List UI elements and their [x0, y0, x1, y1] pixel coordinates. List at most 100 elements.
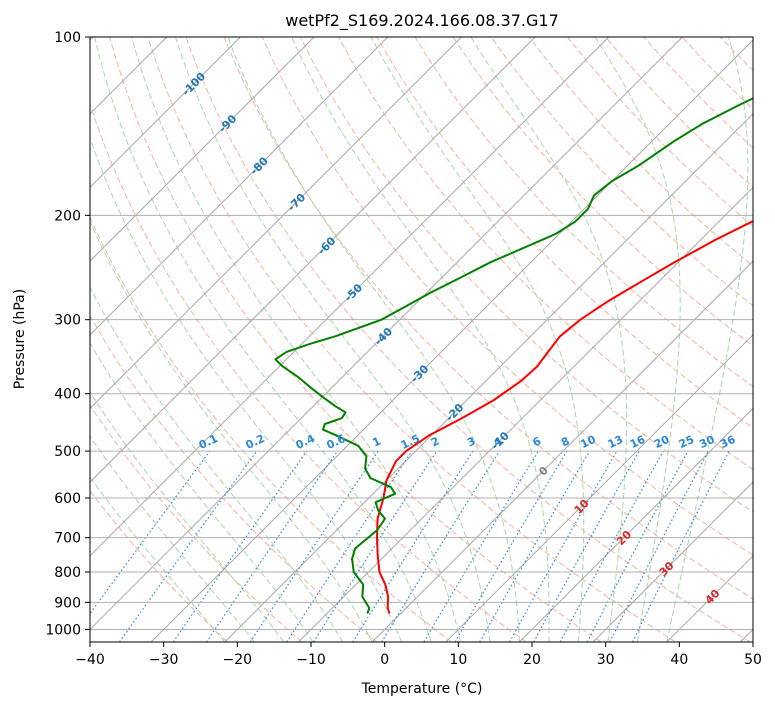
x-tick-label: 50 — [744, 652, 762, 668]
x-tick-label: −10 — [296, 652, 326, 668]
dry-adiabat — [376, 37, 753, 429]
dry-adiabat — [223, 37, 753, 600]
moist-adiabat — [594, 37, 681, 642]
mixing-ratio-line — [454, 450, 568, 642]
moist-adiabat — [90, 286, 344, 642]
isotherm — [90, 37, 536, 483]
isotherm — [90, 37, 462, 410]
dry-adiabat — [338, 37, 753, 471]
isotherm — [90, 37, 315, 262]
x-tick-label: 20 — [523, 652, 541, 668]
mixing-ratio-line — [172, 450, 308, 642]
moist-adiabat — [174, 37, 491, 642]
mixing-ratio-label: 2 — [429, 434, 441, 449]
mixing-ratio-label: 6 — [531, 434, 544, 449]
mixing-ratio-label: 36 — [718, 433, 738, 451]
y-tick-label: 700 — [54, 531, 81, 547]
dry-adiabat — [758, 37, 775, 642]
y-tick-label: 400 — [54, 387, 81, 403]
mixing-ratio-line — [632, 450, 730, 642]
isotherm-label: -60 — [315, 234, 338, 257]
mixing-ratio-label: 0.1 — [197, 432, 220, 452]
moist-adiabat — [90, 435, 255, 642]
dewpoint-line — [274, 97, 753, 614]
mixing-ratio-line — [559, 450, 664, 642]
mixing-ratio-line — [509, 450, 618, 642]
dry-adiabat — [90, 216, 452, 642]
dry-adiabat — [414, 37, 753, 388]
moist-adiabat — [370, 37, 585, 642]
isotherm-label: 20 — [614, 528, 634, 548]
isotherm — [298, 186, 753, 642]
isotherm-label: -30 — [408, 362, 431, 385]
isotherm-label: -70 — [285, 191, 308, 214]
isotherm — [90, 37, 389, 336]
moist-adiabat — [291, 37, 550, 642]
x-tick-label: −20 — [223, 652, 253, 668]
mixing-ratio-line — [381, 450, 501, 642]
mixing-ratio-label: 8 — [559, 434, 571, 449]
isoline-labels: 0.1 0.2 0.4 0.6 1 1.5 2 3 4 6 8 10 13 16 20 25 30 36-100-… — [180, 70, 738, 607]
dry-adiabat — [147, 37, 676, 642]
mixing-ratio-label: 3 — [465, 434, 477, 449]
dry-adiabat — [109, 37, 602, 642]
dry-adiabat — [90, 102, 527, 642]
dry-adiabat — [490, 37, 753, 307]
mixing-ratio-label: 0.2 — [244, 432, 267, 452]
x-tick-label: 40 — [670, 652, 688, 668]
x-tick-label: 30 — [597, 652, 615, 668]
moist-adiabat — [227, 37, 520, 642]
isotherm — [445, 334, 753, 642]
y-tick-label: 800 — [54, 565, 81, 581]
mixing-ratio-label: 13 — [606, 433, 625, 451]
dry-adiabat — [299, 37, 753, 513]
y-tick-label: 300 — [54, 313, 81, 329]
dry-adiabat — [90, 314, 378, 642]
x-axis-label: Temperature (°C) — [361, 681, 483, 697]
reference-lines — [90, 37, 775, 642]
isotherm — [90, 37, 610, 557]
sounding-series — [274, 97, 753, 614]
plot-frame — [89, 36, 754, 643]
pressure-gridlines — [90, 37, 753, 630]
mixing-ratio-label: 16 — [628, 433, 648, 451]
moist-adiabat — [666, 37, 749, 642]
chart-title: wetPf2_S169.2024.166.08.37.G17 — [285, 11, 559, 31]
x-tick-label: −40 — [75, 652, 105, 668]
mixing-ratio-label: 20 — [652, 433, 672, 451]
axes: −40 −30 −20 −10 0 10 20 30 40 5010020030040050060… — [45, 30, 762, 668]
isotherm — [666, 555, 753, 642]
dry-adiabat — [90, 489, 228, 642]
y-axis-label: Pressure (hPa) — [12, 289, 28, 389]
isotherm — [90, 37, 683, 631]
mixing-ratio-line — [352, 450, 474, 642]
mixing-ratio-label: 25 — [677, 433, 696, 451]
y-tick-label: 100 — [54, 30, 81, 46]
x-tick-label: −30 — [149, 652, 179, 668]
moist-adiabat — [90, 476, 226, 642]
mixing-ratio-line — [205, 450, 338, 642]
mixing-ratio-line — [423, 450, 539, 642]
x-tick-label: 0 — [380, 652, 389, 668]
isotherm — [150, 39, 753, 642]
dry-adiabat — [643, 37, 753, 149]
x-tick-label: 10 — [449, 652, 467, 668]
moist-adiabat — [470, 37, 628, 642]
y-tick-label: 500 — [54, 444, 81, 460]
isotherm — [90, 37, 241, 189]
mixing-ratio-line — [90, 450, 211, 615]
isotherm — [592, 481, 753, 642]
dry-adiabat — [719, 37, 753, 71]
dry-adiabat — [605, 37, 753, 188]
isotherm-label: -20 — [443, 401, 466, 424]
temperature-line — [376, 220, 753, 614]
isotherm — [740, 628, 753, 642]
dry-adiabat — [452, 37, 753, 347]
y-tick-label: 900 — [54, 595, 81, 611]
dry-adiabat — [528, 37, 753, 267]
moist-adiabat — [90, 391, 285, 642]
mixing-ratio-line — [249, 450, 379, 642]
y-tick-label: 1000 — [45, 622, 81, 638]
mixing-ratio-line — [119, 450, 258, 642]
